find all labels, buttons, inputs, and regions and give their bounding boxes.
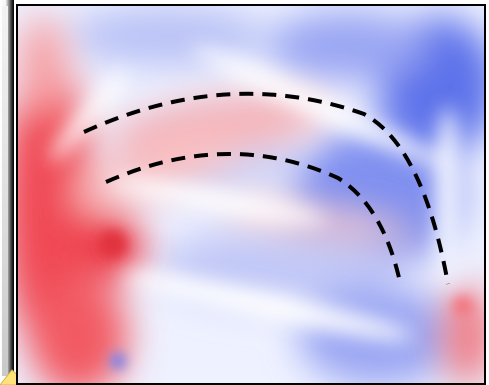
red-regions bbox=[18, 16, 484, 383]
left-neighbor-panel-edge bbox=[0, 0, 14, 385]
outer-dashed-arc bbox=[83, 91, 450, 285]
left-strip-inner bbox=[2, 6, 8, 376]
diverging-field-image bbox=[16, 4, 486, 385]
white-streaks bbox=[48, 46, 460, 340]
field-svg bbox=[18, 6, 484, 383]
inner-dashed-arc bbox=[105, 152, 402, 283]
accent-spots bbox=[99, 230, 473, 369]
